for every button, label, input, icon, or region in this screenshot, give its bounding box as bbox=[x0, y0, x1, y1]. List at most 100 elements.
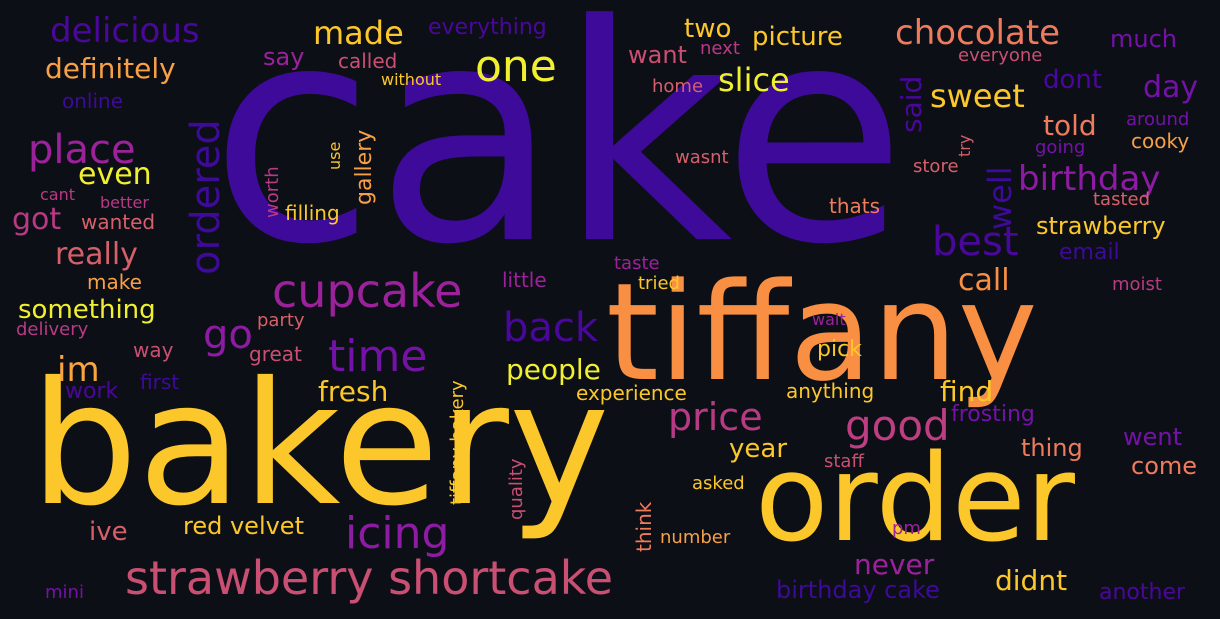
word-got: got bbox=[12, 202, 62, 237]
word-ordered: ordered bbox=[183, 119, 229, 275]
word-next: next bbox=[700, 38, 740, 59]
word-asked: asked bbox=[692, 473, 745, 494]
word-wait: wait bbox=[812, 310, 846, 329]
word-find: find bbox=[940, 375, 994, 408]
word-way: way bbox=[133, 338, 174, 362]
word-thats: thats bbox=[829, 194, 881, 218]
word-first: first bbox=[140, 370, 180, 394]
word-strawberry-shortcake: strawberry shortcake bbox=[125, 551, 614, 605]
word-back: back bbox=[503, 305, 599, 351]
word-want: want bbox=[628, 41, 687, 69]
word-cooky: cooky bbox=[1131, 129, 1190, 153]
word-another: another bbox=[1099, 580, 1186, 605]
word-cupcake: cupcake bbox=[272, 264, 463, 318]
word-great: great bbox=[249, 342, 302, 366]
word-order: order bbox=[755, 430, 1075, 569]
word-time: time bbox=[328, 331, 428, 382]
word-wasnt: wasnt bbox=[675, 147, 729, 168]
word-birthday-cake: birthday cake bbox=[776, 576, 940, 604]
word-birthday: birthday bbox=[1018, 159, 1161, 199]
word-store: store bbox=[913, 156, 959, 177]
word-sweet: sweet bbox=[930, 77, 1025, 115]
word-tiffany-bakery: tiffany bakery bbox=[447, 380, 468, 505]
word-cake: cake bbox=[210, 0, 907, 310]
word-tasted: tasted bbox=[1093, 189, 1151, 210]
word-year: year bbox=[729, 434, 788, 464]
word-think: think bbox=[632, 501, 656, 552]
word-im: im bbox=[57, 350, 100, 390]
word-say: say bbox=[263, 43, 305, 71]
word-mini: mini bbox=[45, 582, 84, 603]
word-little: little bbox=[502, 268, 547, 292]
word-anything: anything bbox=[786, 379, 875, 403]
word-without: without bbox=[381, 70, 442, 89]
word-everything: everything bbox=[428, 15, 547, 40]
word-around: around bbox=[1126, 109, 1190, 130]
word-strawberry: strawberry bbox=[1036, 212, 1166, 240]
word-delivery: delivery bbox=[16, 319, 89, 340]
word-gallery: gallery bbox=[352, 129, 377, 205]
word-home: home bbox=[652, 76, 704, 97]
word-chocolate: chocolate bbox=[895, 13, 1061, 53]
word-dont: dont bbox=[1043, 65, 1103, 95]
word-staff: staff bbox=[824, 451, 864, 472]
word-going: going bbox=[1035, 137, 1086, 158]
word-wanted: wanted bbox=[81, 210, 156, 234]
word-quality: quality bbox=[506, 458, 527, 520]
word-didnt: didnt bbox=[995, 564, 1068, 597]
word-everyone: everyone bbox=[958, 45, 1043, 66]
word-taste: taste bbox=[614, 253, 660, 274]
word-make: make bbox=[87, 270, 142, 294]
word-slice: slice bbox=[718, 61, 790, 99]
word-pm: pm bbox=[892, 518, 921, 539]
word-much: much bbox=[1110, 25, 1177, 53]
word-filling: filling bbox=[285, 201, 340, 225]
word-delicious: delicious bbox=[50, 11, 200, 51]
word-picture: picture bbox=[752, 22, 843, 52]
word-icing: icing bbox=[345, 508, 450, 559]
word-well: well bbox=[981, 166, 1019, 230]
word-told: told bbox=[1043, 109, 1097, 142]
word-ive: ive bbox=[89, 517, 128, 547]
word-moist: moist bbox=[1112, 274, 1162, 295]
word-bakery: bakery bbox=[30, 346, 610, 544]
word-really: really bbox=[55, 237, 138, 272]
word-made: made bbox=[313, 14, 404, 52]
word-work: work bbox=[65, 379, 119, 404]
word-try: try bbox=[955, 134, 974, 157]
word-people: people bbox=[506, 353, 601, 386]
word-red-velvet: red velvet bbox=[183, 512, 304, 540]
word-place: place bbox=[28, 127, 136, 173]
word-went: went bbox=[1123, 423, 1183, 451]
word-worth: worth bbox=[262, 166, 283, 218]
word-come: come bbox=[1131, 452, 1198, 480]
word-frosting: frosting bbox=[951, 402, 1035, 427]
word-one: one bbox=[475, 41, 557, 92]
word-use: use bbox=[325, 141, 344, 170]
word-cant: cant bbox=[40, 185, 76, 204]
word-said: said bbox=[895, 75, 928, 133]
word-better: better bbox=[100, 193, 149, 212]
word-tried: tried bbox=[638, 273, 680, 294]
word-online: online bbox=[62, 89, 124, 113]
word-good: good bbox=[845, 401, 950, 450]
word-pick: pick bbox=[817, 337, 862, 362]
word-day: day bbox=[1143, 70, 1199, 105]
word-even: even bbox=[78, 157, 152, 192]
word-call: call bbox=[958, 263, 1010, 298]
word-go: go bbox=[203, 312, 253, 358]
word-experience: experience bbox=[576, 381, 687, 405]
word-thing: thing bbox=[1021, 434, 1083, 462]
word-number: number bbox=[660, 527, 731, 548]
word-something: something bbox=[18, 295, 156, 325]
word-called: called bbox=[338, 49, 398, 73]
word-never: never bbox=[854, 548, 935, 581]
word-two: two bbox=[684, 14, 732, 44]
word-tiffany: tiffany bbox=[606, 254, 1038, 411]
word-definitely: definitely bbox=[45, 52, 176, 85]
word-best: best bbox=[932, 219, 1019, 265]
word-email: email bbox=[1059, 240, 1120, 265]
word-price: price bbox=[668, 395, 763, 439]
word-fresh: fresh bbox=[318, 375, 389, 408]
